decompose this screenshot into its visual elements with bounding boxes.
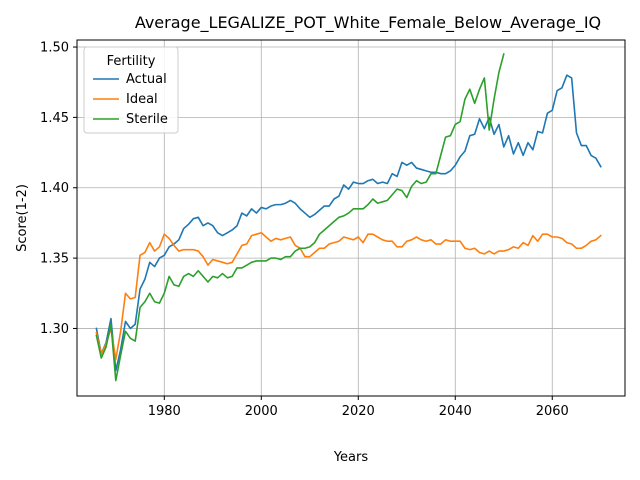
- x-tick-label: 1980: [148, 404, 181, 419]
- series-lines: [95, 53, 602, 382]
- y-tick-label: 1.30: [40, 322, 69, 337]
- y-tick-label: 1.40: [40, 181, 69, 196]
- x-tick-label: 2060: [536, 404, 569, 419]
- plot-area-frame: [76, 39, 626, 397]
- x-axis-title: Years: [333, 450, 369, 465]
- x-tick-label: 2020: [342, 404, 375, 419]
- legend-entries: Actual Ideal Sterile: [93, 72, 168, 127]
- grid-lines: [77, 40, 625, 396]
- chart-title: Average_LEGALIZE_POT_White_Female_Below_…: [135, 13, 601, 33]
- legend: Fertility Actual Ideal Sterile: [83, 46, 179, 134]
- series-line-actual: [95, 74, 602, 372]
- x-tick-label: 2000: [245, 404, 278, 419]
- legend-title: Fertility: [107, 54, 156, 69]
- y-tick-label: 1.50: [40, 41, 69, 56]
- legend-label-sterile: Sterile: [126, 112, 168, 127]
- y-tick-label: 1.35: [40, 252, 69, 267]
- legend-label-ideal: Ideal: [126, 92, 158, 107]
- series-line-ideal: [95, 231, 602, 361]
- axis-ticks: 1980 2000 2020 2040 2060 1.30 1.35 1.40 1.45 1.50: [40, 41, 569, 419]
- legend-box: [83, 46, 179, 134]
- x-tick-label: 2040: [439, 404, 472, 419]
- y-axis-title: Score(1-2): [15, 184, 30, 252]
- series-line-sterile: [95, 53, 505, 382]
- legend-label-actual: Actual: [126, 72, 167, 87]
- y-tick-label: 1.45: [40, 111, 69, 126]
